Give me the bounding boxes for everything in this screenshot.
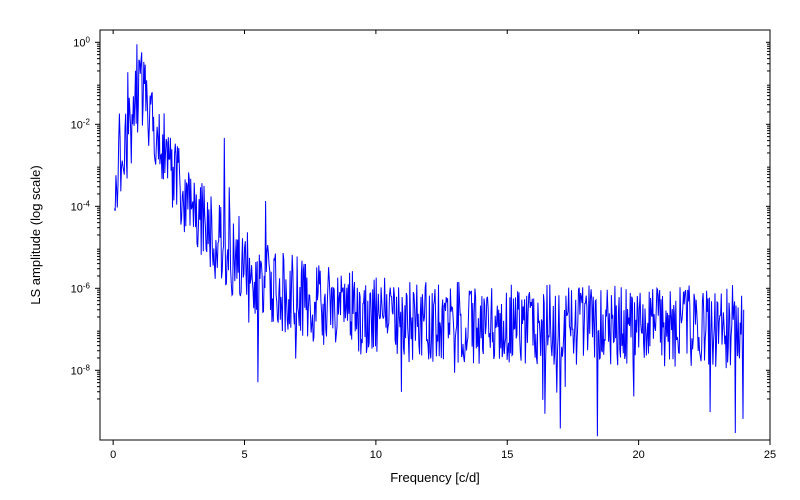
xtick-label: 25 bbox=[764, 449, 776, 461]
ylabel: LS amplitude (log scale) bbox=[28, 165, 43, 304]
periodogram-chart: 051015202510-810-610-410-2100Frequency [… bbox=[0, 0, 800, 500]
xlabel: Frequency [c/d] bbox=[390, 470, 480, 485]
xtick-label: 5 bbox=[241, 449, 247, 461]
xtick-label: 0 bbox=[110, 449, 116, 461]
chart-svg: 051015202510-810-610-410-2100Frequency [… bbox=[0, 0, 800, 500]
xtick-label: 20 bbox=[633, 449, 645, 461]
xtick-label: 15 bbox=[501, 449, 513, 461]
xtick-label: 10 bbox=[370, 449, 382, 461]
